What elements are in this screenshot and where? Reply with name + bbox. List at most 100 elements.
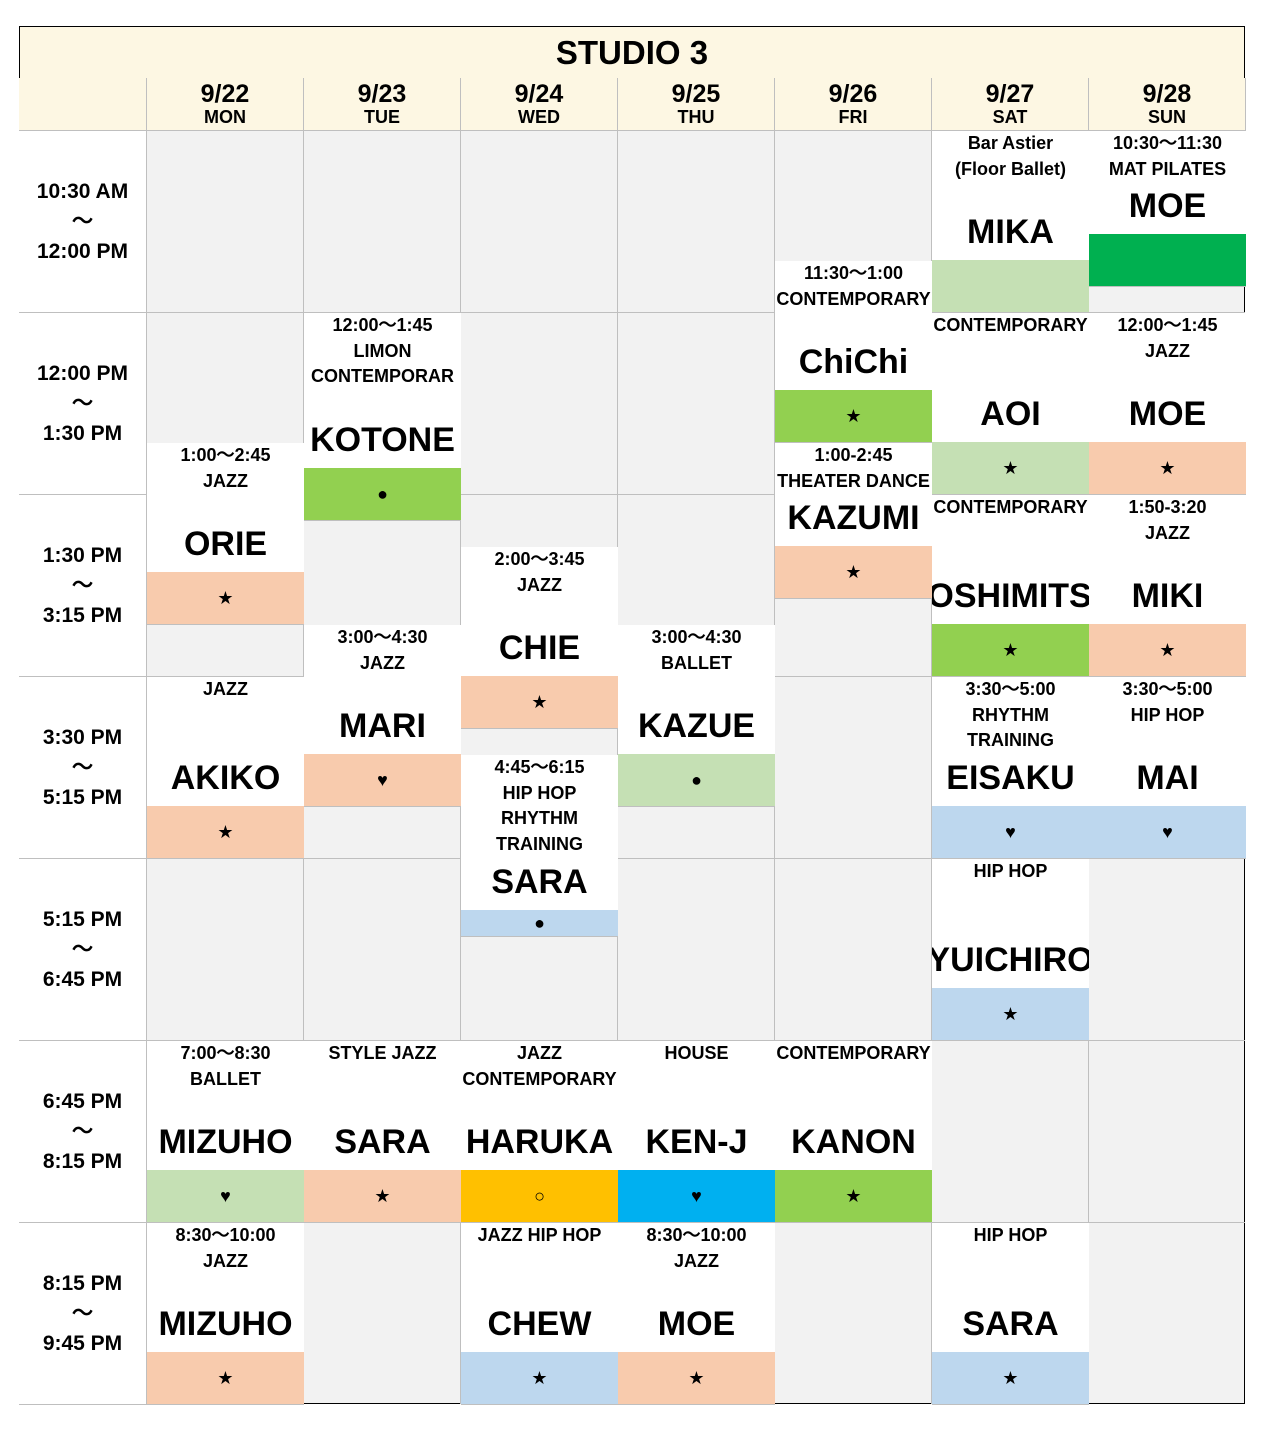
time-slot-end: 1:30 PM (42, 421, 123, 445)
instructor-name: YUICHIRO (932, 941, 1089, 979)
class-info: CONTEMPORARY AOI (932, 313, 1089, 443)
class-info: 8:30～10:00 JAZZ MOE (618, 1223, 775, 1353)
class-block[interactable]: CONTEMPORARY YOSHIMITSU ★ (932, 495, 1089, 677)
instructor-name: ChiChi (798, 343, 909, 381)
level-bar: ● (618, 754, 775, 806)
day-date: 9/28 (1142, 80, 1192, 108)
day-date: 9/23 (357, 80, 407, 108)
class-block[interactable]: 3:00～4:30 JAZZ MARI ♥ (304, 625, 461, 807)
class-detail: CONTEMPORARY (933, 497, 1088, 517)
class-detail: 4:45～6:15 (494, 757, 585, 777)
class-block[interactable]: CONTEMPORARY KANON ★ (775, 1041, 932, 1223)
level-symbol: ★ (374, 1185, 391, 1206)
class-block[interactable]: HOUSE KEN-J ♥ (618, 1041, 775, 1223)
class-detail: (Floor Ballet) (955, 158, 1066, 179)
level-symbol: ♥ (1005, 821, 1016, 842)
time-slot-start: 10:30 AM (36, 179, 129, 203)
class-detail: 1:00～2:45 (180, 445, 271, 465)
class-detail: 7:00～8:30 (180, 1043, 271, 1063)
instructor-name: KOTONE (310, 421, 455, 459)
class-block[interactable]: 4:45～6:15 HIP HOP RHYTHM TRAINING SARA ● (461, 755, 618, 937)
time-slot-end: 9:45 PM (42, 1331, 123, 1355)
class-block[interactable]: JAZZ HIP HOP CHEW ★ (461, 1223, 618, 1405)
level-bar: ★ (775, 546, 932, 598)
time-slot-end: 12:00 PM (36, 239, 129, 263)
class-block[interactable]: JAZZ AKIKO ★ (147, 677, 304, 859)
day-header-wed: 9/24 WED (461, 78, 618, 131)
class-detail: 3:30～5:00 (1122, 679, 1213, 699)
class-block[interactable]: 3:30～5:00 RHYTHM TRAINING EISAKU ♥ (932, 677, 1089, 859)
class-block[interactable]: 1:00～2:45 JAZZ ORIE ★ (147, 443, 304, 625)
class-detail: HIP HOP (973, 1225, 1048, 1245)
instructor-name: KEN-J (645, 1123, 748, 1161)
level-bar: ♥ (1089, 806, 1246, 858)
class-block[interactable]: 3:30～5:00 HIP HOP MAI ♥ (1089, 677, 1246, 859)
instructor-name: SARA (334, 1123, 431, 1161)
class-block[interactable]: 3:00～4:30 BALLET KAZUE ● (618, 625, 775, 807)
time-slot-sep: ～ (72, 1301, 93, 1325)
day-of-week: SAT (992, 107, 1028, 127)
time-slot-end: 5:15 PM (42, 785, 123, 809)
class-block[interactable]: HIP HOP SARA ★ (932, 1223, 1089, 1405)
class-block[interactable]: CONTEMPORARY AOI ★ (932, 313, 1089, 495)
class-block[interactable]: 11:30～1:00 CONTEMPORARY ChiChi ★ (775, 261, 932, 443)
time-slot-start: 3:30 PM (42, 725, 123, 749)
day-header-sat: 9/27 SAT (932, 78, 1089, 131)
instructor-name: KAZUE (637, 707, 756, 745)
day-date: 9/26 (828, 80, 878, 108)
instructor-name: KANON (791, 1123, 916, 1161)
instructor-name: MOE (657, 1305, 736, 1343)
level-bar (932, 260, 1089, 312)
class-block[interactable]: Bar Astier (Floor Ballet) MIKA (932, 131, 1089, 313)
class-block[interactable]: 1:00-2:45 THEATER DANCE KAZUMI ★ (775, 443, 932, 599)
instructor-name: KAZUMI (787, 499, 920, 537)
class-block[interactable]: 8:30～10:00 JAZZ MOE ★ (618, 1223, 775, 1405)
instructor-name: MOE (1128, 395, 1207, 433)
level-symbol: ★ (1159, 639, 1176, 660)
class-block[interactable]: 12:00～1:45 JAZZ MOE ★ (1089, 313, 1246, 495)
level-bar: ★ (618, 1352, 775, 1404)
class-block[interactable]: 7:00～8:30 BALLET MIZUHO ♥ (147, 1041, 304, 1223)
level-bar: ★ (932, 1352, 1089, 1404)
instructor-name: AKIKO (170, 759, 281, 797)
instructor-name: MARI (339, 707, 426, 745)
time-slot-start: 5:15 PM (42, 907, 123, 931)
time-slot: 8:15 PM ～ 9:45 PM (19, 1223, 147, 1405)
class-info: 1:00～2:45 JAZZ ORIE (147, 443, 304, 573)
class-info: 4:45～6:15 HIP HOP RHYTHM TRAINING SARA (461, 755, 618, 911)
class-detail: JAZZ (517, 1043, 562, 1063)
day-of-week: THU (677, 107, 715, 127)
class-detail: 8:30～10:00 (175, 1225, 276, 1245)
class-info: 3:30～5:00 RHYTHM TRAINING EISAKU (932, 677, 1089, 807)
class-info: 7:00～8:30 BALLET MIZUHO (147, 1041, 304, 1171)
class-block[interactable]: 10:30～11:30 MAT PILATES MOE (1089, 131, 1246, 287)
class-block[interactable]: 12:00～1:45 LIMON CONTEMPORAR KOTONE ● (304, 313, 461, 521)
class-block[interactable]: STYLE JAZZ SARA ★ (304, 1041, 461, 1223)
level-symbol: ● (691, 769, 702, 790)
row-divider (147, 312, 1245, 313)
instructor-name: CHIE (498, 629, 581, 667)
level-bar (1089, 234, 1246, 286)
instructor-name: EISAKU (946, 759, 1075, 797)
class-detail: LIMON (353, 340, 412, 361)
class-block[interactable]: HIP HOP YUICHIRO ★ (932, 859, 1089, 1041)
level-bar: ★ (147, 806, 304, 858)
class-block[interactable]: 8:30～10:00 JAZZ MIZUHO ★ (147, 1223, 304, 1405)
day-date: 9/27 (985, 80, 1035, 108)
class-detail: MAT PILATES (1108, 158, 1227, 179)
time-slot: 1:30 PM ～ 3:15 PM (19, 495, 147, 677)
day-header-thu: 9/25 THU (618, 78, 775, 131)
class-block[interactable]: 2:00～3:45 JAZZ CHIE ★ (461, 547, 618, 729)
day-date: 9/25 (671, 80, 721, 108)
class-block[interactable]: 1:50-3:20 JAZZ MIKI ★ (1089, 495, 1246, 677)
day-of-week: TUE (364, 107, 400, 127)
class-detail: THEATER DANCE (777, 470, 930, 491)
class-block[interactable]: JAZZ CONTEMPORARY HARUKA ○ (461, 1041, 618, 1223)
class-detail: 8:30～10:00 (646, 1225, 747, 1245)
level-bar: ○ (461, 1170, 618, 1222)
class-info: HIP HOP YUICHIRO (932, 859, 1089, 989)
class-detail: 11:30～1:00 (803, 263, 904, 283)
time-slot-sep: ～ (72, 937, 93, 961)
level-symbol: ● (377, 483, 388, 504)
instructor-name: MAI (1136, 759, 1199, 797)
